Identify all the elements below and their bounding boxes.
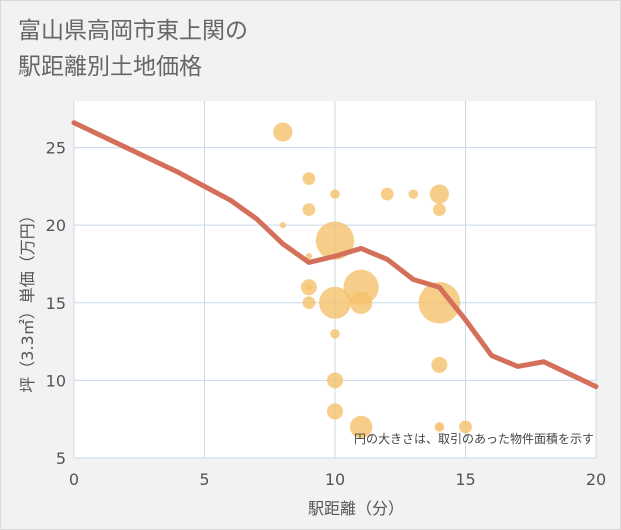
bubble-point	[315, 221, 355, 260]
bubble-point	[349, 415, 373, 439]
bubble-point	[429, 184, 449, 204]
bubble-point	[279, 221, 286, 229]
bubble-point	[302, 296, 316, 310]
bubble-point	[459, 420, 472, 434]
x-tick-label: 0	[69, 470, 79, 489]
bubble-point	[330, 329, 340, 339]
bubble-point	[273, 122, 293, 142]
x-tick-label: 10	[325, 470, 345, 489]
bubble-point	[431, 356, 448, 373]
y-tick-label: 25	[46, 139, 66, 158]
size-note: 円の大きさは、取引のあった物件面積を示す	[354, 431, 594, 446]
series-line	[71, 120, 599, 390]
title-line-2: 駅距離別土地価格	[18, 54, 202, 80]
bubble-point	[380, 187, 394, 201]
x-tick-label: 15	[455, 470, 475, 489]
y-tick-label: 5	[56, 449, 66, 468]
x-tick-label: 5	[199, 470, 209, 489]
bubble-point	[327, 403, 343, 420]
y-ticks: 5 10 15 20 25	[46, 139, 66, 468]
y-axis-title: 坪（3.3㎡）単価（万円）	[18, 207, 37, 392]
x-ticks: 0 5 10 15 20	[69, 470, 606, 489]
x-tick-label: 20	[586, 470, 606, 489]
title-line-1: 富山県高岡市東上関の	[18, 18, 248, 44]
y-tick-label: 20	[46, 216, 66, 235]
bubble-point	[302, 203, 316, 217]
series-lines	[71, 120, 599, 390]
x-axis-title: 駅距離（分）	[308, 499, 404, 518]
bubble-point	[436, 423, 443, 431]
bubble-point	[305, 284, 313, 291]
y-tick-label: 10	[46, 371, 66, 390]
bubbles	[273, 122, 472, 439]
chart-title: 富山県高岡市東上関の 駅距離別土地価格	[18, 13, 608, 85]
bubble-point	[319, 286, 351, 319]
bubble-point	[418, 281, 461, 324]
bubble-point	[433, 203, 446, 217]
bubble-point	[349, 291, 373, 314]
y-tick-label: 15	[46, 294, 66, 313]
bubble-point	[327, 372, 343, 389]
bubble-point	[330, 189, 340, 199]
bubble-point	[408, 189, 419, 199]
bubble-point	[305, 253, 313, 260]
bubble-point	[302, 172, 316, 186]
